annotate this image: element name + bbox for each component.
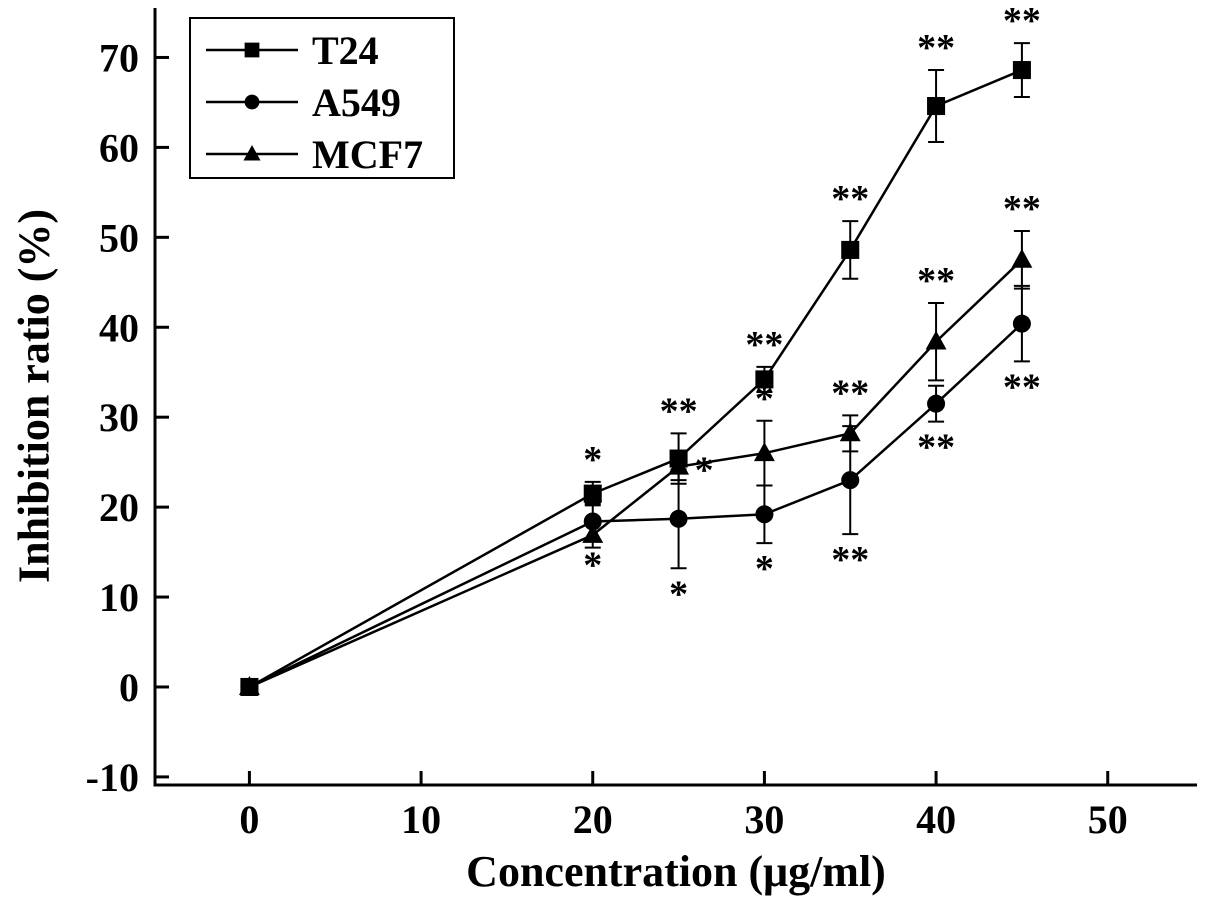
significance-marker: * (755, 378, 774, 420)
marker-triangle-icon (1011, 248, 1033, 268)
ticks: 0 10 20 30 40 50 -10 0 10 20 30 40 50 60 70 (86, 35, 1128, 842)
significance-marker: * (583, 544, 602, 586)
legend-box (189, 17, 455, 179)
series-T24: *********** (240, 0, 1041, 696)
significance-marker: * (583, 439, 602, 481)
axes (153, 8, 1197, 787)
marker-triangle-icon (668, 455, 690, 475)
x-tick-label: 10 (401, 797, 441, 842)
marker-triangle-icon (243, 145, 261, 161)
legend-label: A549 (312, 80, 401, 125)
marker-circle-icon (1012, 314, 1031, 333)
significance-marker: * (755, 548, 774, 590)
significance-marker: * (669, 573, 688, 615)
y-tick-label: 40 (99, 305, 139, 350)
significance-marker: ** (1003, 0, 1041, 42)
series-A549: *** ****** (240, 284, 1041, 696)
y-tick-label: 70 (99, 35, 139, 80)
marker-circle-icon (669, 509, 688, 528)
marker-square-icon (755, 370, 774, 389)
legend: T24 A549 MCF7 (189, 17, 455, 179)
significance-marker: ** (745, 324, 783, 366)
marker-circle-icon (755, 505, 774, 524)
y-tick-label: 10 (99, 575, 139, 620)
y-tick-label: 0 (119, 665, 139, 710)
marker-triangle-icon (238, 675, 260, 695)
legend-label: T24 (312, 28, 379, 73)
series-MCF7: ** ****** (238, 188, 1041, 695)
x-tick-label: 30 (744, 797, 784, 842)
marker-triangle-icon (925, 330, 947, 350)
marker-square-icon (583, 484, 602, 503)
x-tick-label: 40 (916, 797, 956, 842)
marker-triangle-icon (753, 442, 775, 462)
y-axis-title: Inhibition ratio (%) (9, 208, 59, 584)
significance-marker: ** (917, 260, 955, 302)
marker-circle-icon (927, 394, 946, 413)
marker-triangle-icon (582, 523, 604, 543)
y-tick-label: 50 (99, 215, 139, 260)
x-axis-title: Concentration (μg/ml) (466, 847, 886, 896)
x-tick-label: 50 (1088, 797, 1128, 842)
y-tick-label: -10 (86, 755, 139, 800)
marker-triangle-icon (839, 422, 861, 442)
y-tick-label: 30 (99, 395, 139, 440)
marker-square-icon (927, 97, 946, 116)
marker-circle-icon (841, 471, 860, 490)
marker-square-icon (841, 240, 860, 259)
marker-square-icon (244, 42, 260, 58)
x-tick-label: 20 (573, 797, 613, 842)
marker-square-icon (1012, 61, 1031, 80)
significance-marker: ** (831, 372, 869, 414)
y-tick-label: 60 (99, 125, 139, 170)
x-tick-label: 0 (239, 797, 259, 842)
significance-marker: ** (660, 390, 698, 432)
significance-marker: ** (1003, 188, 1041, 230)
significance-marker: ** (917, 27, 955, 69)
y-tick-label: 20 (99, 485, 139, 530)
significance-marker: ** (831, 178, 869, 220)
significance-marker: ** (831, 539, 869, 581)
significance-marker: ** (917, 427, 955, 469)
series-line (248, 322, 1023, 689)
legend-label: MCF7 (312, 132, 423, 177)
significance-marker: * (695, 450, 714, 492)
marker-circle-icon (244, 94, 260, 110)
significance-marker: ** (1003, 366, 1041, 408)
